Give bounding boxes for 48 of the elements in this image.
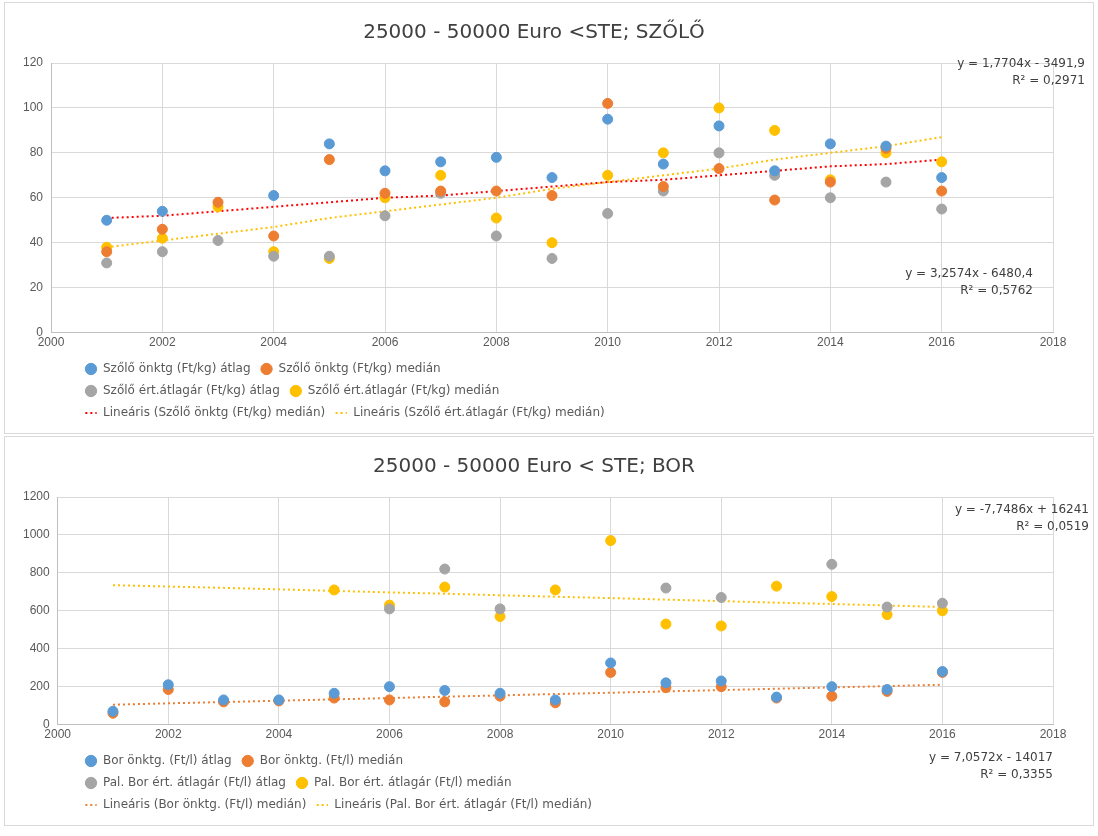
x-tick-label: 2006 [376, 727, 404, 742]
x-tick-label: 2012 [707, 727, 735, 742]
legend-label: Szőlő ért.átlagár (Ft/kg) átlag [103, 383, 280, 398]
x-tick-label: 2002 [149, 335, 177, 350]
annotation: y = -7,7486x + 16241 R² = 0,0519 [954, 501, 1089, 535]
x-tick-label: 2006 [371, 335, 399, 350]
x-tick-label: 2010 [597, 727, 625, 742]
annotation: y = 3,2574x - 6480,4 R² = 0,5762 [905, 265, 1033, 299]
y-tick-label: 1000 [22, 527, 51, 542]
x-tick-label: 2018 [1039, 335, 1067, 350]
x-tick-label: 2010 [594, 335, 622, 350]
y-tick-label: 20 [29, 279, 44, 294]
x-tick-label: 2002 [154, 727, 182, 742]
legend-label: Lineáris (Szőlő ért.átlagár (Ft/kg) medián) [353, 405, 605, 420]
legend-label: Pal. Bor ért. átlagár (Ft/l) átlag [103, 775, 286, 790]
y-tick-label: 120 [22, 55, 44, 70]
y-tick-label: 100 [22, 100, 44, 115]
x-tick-label: 2016 [929, 727, 957, 742]
y-tick-label: 60 [29, 190, 44, 205]
chart-title: 25000 - 50000 Euro < STE; BOR [373, 453, 696, 478]
legend-label: Lineáris (Pal. Bor ért. átlagár (Ft/l) medián) [334, 797, 593, 812]
legend-label: Pal. Bor ért. átlagár (Ft/l) medián [313, 775, 512, 790]
y-tick-label: 1200 [22, 489, 51, 504]
x-tick-label: 2018 [1039, 727, 1067, 742]
y-tick-label: 40 [29, 235, 44, 250]
y-tick-label: 200 [29, 678, 51, 693]
legend-label: Szőlő önktg (Ft/kg) medián [278, 361, 441, 376]
x-tick-label: 2004 [260, 335, 288, 350]
y-tick-label: 600 [29, 603, 51, 618]
x-tick-label: 2008 [482, 335, 511, 350]
legend-label: Lineáris (Bor önktg. (Ft/l) medián) [103, 797, 307, 812]
x-tick-label: 2014 [816, 335, 845, 350]
x-tick-label: 2014 [818, 727, 846, 742]
legend-label: Bor önktg. (Ft/l) átlag [103, 753, 232, 768]
legend-label: Szőlő ért.átlagár (Ft/kg) medián [307, 383, 500, 398]
chart-title: 25000 - 50000 Euro <STE; SZŐLŐ [363, 19, 705, 44]
legend-label: Bor önktg. (Ft/l) medián [259, 753, 404, 768]
x-tick-label: 2008 [486, 727, 514, 742]
y-tick-label: 800 [29, 565, 51, 580]
legend-label: Lineáris (Szőlő önktg (Ft/kg) medián) [103, 405, 326, 420]
annotation: y = 1,7704x - 3491,9 R² = 0,2971 [957, 55, 1085, 89]
legend-label: Szőlő önktg (Ft/kg) átlag [103, 361, 251, 376]
y-tick-label: 80 [29, 145, 44, 160]
x-tick-label: 2004 [265, 727, 293, 742]
x-tick-label: 2016 [928, 335, 956, 350]
text: y = 7,0572x - 14017 R² = 0,3355 [928, 749, 1053, 783]
x-tick-label: 2012 [705, 335, 733, 350]
y-tick-label: 400 [29, 641, 51, 656]
